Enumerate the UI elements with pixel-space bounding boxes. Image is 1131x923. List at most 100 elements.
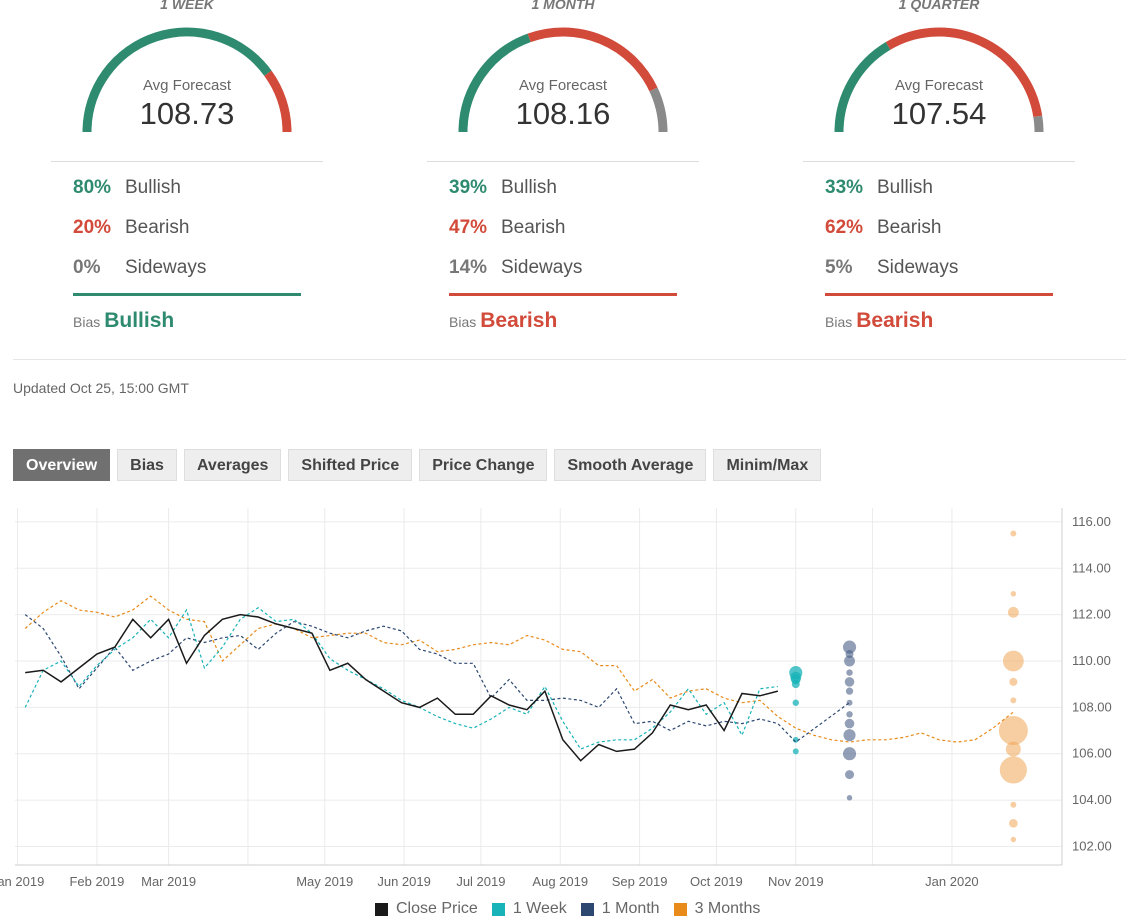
tab-price-change[interactable]: Price Change bbox=[419, 449, 548, 481]
forecast-bubble bbox=[1005, 741, 1021, 757]
forecast-bubble bbox=[846, 669, 853, 676]
stat-bullish: 33% Bullish bbox=[825, 177, 933, 199]
forecast-bubble bbox=[845, 687, 854, 695]
gauge-arc bbox=[458, 27, 668, 133]
forecast-bubble bbox=[791, 680, 800, 689]
stat-sideways-label: Sideways bbox=[501, 257, 583, 278]
stat-sideways-pct: 0% bbox=[73, 257, 101, 278]
forecast-bubble bbox=[792, 748, 799, 755]
stat-bullish-label: Bullish bbox=[125, 177, 181, 198]
forecast-bubble bbox=[1010, 836, 1017, 843]
legend-swatch bbox=[673, 902, 687, 916]
gauge-divider bbox=[427, 161, 699, 162]
forecast-chart: Jan 2019 Feb 2019 Mar 2019 May 2019 Jun 2019… bbox=[0, 508, 1112, 889]
bias-bar bbox=[449, 293, 677, 296]
gauge-arc bbox=[834, 27, 1044, 133]
legend-label: 1 Month bbox=[601, 900, 660, 917]
stat-bearish: 47% Bearish bbox=[449, 217, 565, 239]
stat-sideways: 14% Sideways bbox=[449, 257, 582, 279]
legend-item-1-month[interactable]: 1 Month bbox=[580, 900, 660, 918]
forecast-bubble bbox=[1010, 697, 1017, 704]
legend-item-3-months[interactable]: 3 Months bbox=[673, 900, 760, 918]
forecast-bubble bbox=[792, 699, 799, 706]
gauge-segment-bear bbox=[264, 70, 292, 133]
legend-item-1-week[interactable]: 1 Week bbox=[491, 900, 567, 918]
avg-forecast-label: Avg Forecast bbox=[894, 77, 984, 94]
forecast-bubble bbox=[844, 677, 855, 687]
forecast-bubble bbox=[1007, 606, 1019, 618]
legend-swatch bbox=[491, 902, 505, 916]
bias-value: Bearish bbox=[480, 309, 558, 332]
section-divider bbox=[13, 359, 1126, 360]
x-tick-label: Jul 2019 bbox=[456, 874, 505, 889]
x-tick-label: Oct 2019 bbox=[690, 874, 743, 889]
stat-bullish-label: Bullish bbox=[877, 177, 933, 198]
tab-averages[interactable]: Averages bbox=[183, 449, 282, 481]
forecast-bubble bbox=[846, 795, 853, 801]
gauge-segment-bear bbox=[885, 27, 1043, 118]
y-tick-label: 116.00 bbox=[1072, 514, 1111, 529]
forecast-bubble bbox=[844, 718, 855, 729]
legend-item-close-price[interactable]: Close Price bbox=[375, 900, 478, 918]
bias-bar bbox=[73, 293, 301, 296]
stat-bullish-label: Bullish bbox=[501, 177, 557, 198]
forecast-bubble bbox=[1010, 591, 1017, 597]
avg-forecast-value: 108.73 bbox=[139, 96, 235, 131]
avg-forecast-value: 108.16 bbox=[515, 96, 611, 131]
tab-minim-max[interactable]: Minim/Max bbox=[713, 449, 822, 481]
tab-shifted-price[interactable]: Shifted Price bbox=[288, 449, 413, 481]
x-tick-label: Sep 2019 bbox=[612, 874, 668, 889]
stat-bearish-pct: 62% bbox=[825, 217, 864, 238]
tab-bias[interactable]: Bias bbox=[117, 449, 177, 481]
forecast-bubble bbox=[1009, 818, 1018, 828]
legend-label: Close Price bbox=[396, 900, 478, 917]
bias-value: Bullish bbox=[104, 309, 175, 332]
forecast-bubble bbox=[846, 711, 853, 718]
plot-area bbox=[15, 508, 1062, 865]
bias-label: Bias bbox=[449, 314, 477, 330]
tab-overview[interactable]: Overview bbox=[13, 449, 111, 481]
avg-forecast-label: Avg Forecast bbox=[142, 77, 232, 94]
stat-bullish-pct: 80% bbox=[73, 177, 112, 198]
forecast-bubble bbox=[1010, 801, 1017, 808]
bias-label: Bias bbox=[73, 314, 101, 330]
stat-sideways-pct: 5% bbox=[825, 257, 853, 278]
series-line-3-months bbox=[24, 595, 1014, 743]
stat-bearish-pct: 47% bbox=[449, 217, 488, 238]
bias-bar bbox=[825, 293, 1053, 296]
gauge-segment-bull bbox=[834, 42, 891, 133]
forecast-bubble bbox=[845, 650, 854, 659]
stat-bullish: 39% Bullish bbox=[449, 177, 557, 199]
bias-label: Bias bbox=[825, 314, 853, 330]
y-tick-label: 102.00 bbox=[1072, 838, 1112, 853]
gauge-period-title: 1 QUARTER bbox=[898, 0, 980, 12]
gauge-segment-side bbox=[649, 87, 668, 133]
stat-bullish-pct: 33% bbox=[825, 177, 864, 198]
chart-tabs: Overview Bias Averages Shifted Price Pri… bbox=[13, 449, 828, 481]
stat-bearish-pct: 20% bbox=[73, 217, 112, 238]
forecast-bubble bbox=[998, 716, 1028, 746]
forecast-bubble bbox=[842, 747, 857, 761]
forecast-bubble bbox=[843, 729, 856, 742]
forecast-bubble bbox=[844, 655, 855, 667]
forecast-bubble bbox=[1002, 650, 1024, 672]
forecast-bubble bbox=[842, 640, 857, 654]
series-line-1-month bbox=[24, 614, 850, 743]
stat-bullish-pct: 39% bbox=[449, 177, 488, 198]
bias-value: Bearish bbox=[856, 309, 934, 332]
gauge-period-title: 1 MONTH bbox=[531, 0, 595, 12]
stat-bearish: 20% Bearish bbox=[73, 217, 189, 239]
x-tick-label: Mar 2019 bbox=[141, 874, 196, 889]
bias-row: Bias Bullish bbox=[73, 309, 174, 333]
stat-sideways-label: Sideways bbox=[125, 257, 207, 278]
gauge-divider bbox=[51, 161, 323, 162]
stat-sideways: 5% Sideways bbox=[825, 257, 958, 279]
x-tick-label: Jun 2019 bbox=[377, 874, 431, 889]
avg-forecast-value: 107.54 bbox=[891, 96, 987, 131]
updated-timestamp: Updated Oct 25, 15:00 GMT bbox=[13, 380, 189, 396]
bias-row: Bias Bearish bbox=[449, 309, 557, 333]
tab-smooth-average[interactable]: Smooth Average bbox=[554, 449, 707, 481]
y-tick-label: 106.00 bbox=[1072, 746, 1112, 761]
forecast-bubble bbox=[845, 770, 855, 780]
y-tick-label: 110.00 bbox=[1072, 653, 1111, 668]
